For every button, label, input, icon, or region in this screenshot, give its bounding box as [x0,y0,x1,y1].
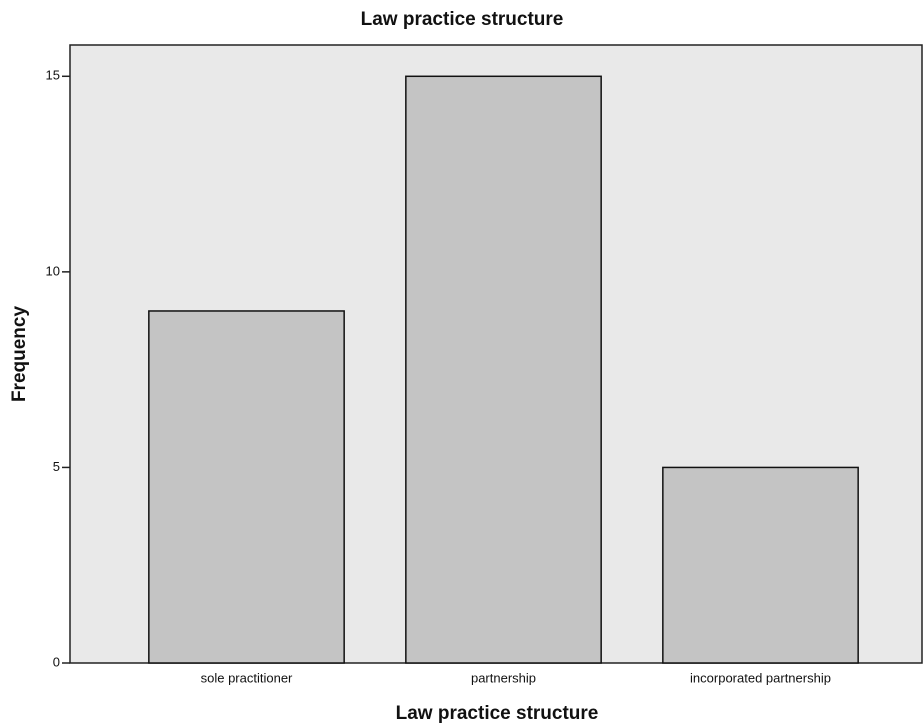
x-tick-label: partnership [471,670,536,685]
bar [148,310,345,664]
x-axis-label: Law practice structure [396,703,599,724]
y-tick-label: 15 [46,68,60,83]
y-tick-label: 10 [46,263,60,278]
x-tick-label: sole practitioner [201,670,293,685]
y-tick-label: 5 [53,459,60,474]
y-tick-label: 0 [53,654,60,669]
chart-title: Law practice structure [361,9,564,30]
y-axis-label: Frequency [9,306,30,403]
bar [405,75,602,664]
bar [662,466,859,664]
x-tick-label: incorporated partnership [690,670,831,685]
